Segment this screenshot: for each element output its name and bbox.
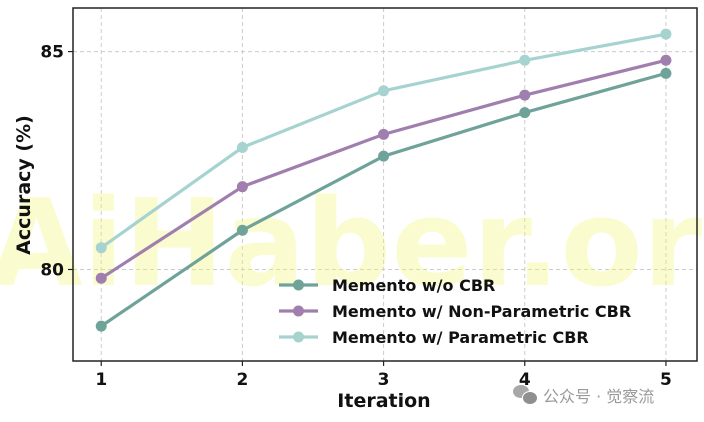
x-tick-label: 1	[95, 370, 107, 390]
legend-marker-icon	[293, 305, 304, 317]
y-tick-label: 85	[40, 43, 64, 63]
data-point-marker	[519, 89, 531, 101]
wechat-source-badge: 公众号 · 觉察流	[513, 383, 654, 407]
legend-label: Memento w/o CBR	[332, 276, 495, 295]
data-point-marker	[95, 272, 107, 284]
series-lines	[95, 28, 672, 332]
watermark-text: AiHaber.org	[0, 175, 704, 314]
data-point-marker	[660, 28, 672, 40]
y-axis-label: Accuracy (%)	[13, 115, 35, 255]
x-tick-label: 3	[378, 370, 390, 390]
data-point-marker	[660, 54, 672, 66]
source-label: 公众号 · 觉察流	[543, 387, 655, 406]
legend: Memento w/o CBR Memento w/ Non-Parametric…	[279, 276, 631, 347]
data-point-marker	[236, 224, 248, 236]
data-point-marker	[95, 320, 107, 332]
data-point-marker	[378, 128, 390, 140]
legend-label: Memento w/ Parametric CBR	[332, 328, 589, 347]
legend-label: Memento w/ Non-Parametric CBR	[332, 302, 631, 321]
data-point-marker	[378, 150, 390, 162]
data-point-marker	[236, 181, 248, 193]
legend-item: Memento w/ Non-Parametric CBR	[279, 302, 631, 321]
grid-lines	[73, 8, 697, 361]
legend-marker-icon	[293, 279, 304, 291]
x-tick-label: 2	[236, 370, 248, 390]
x-axis-label: Iteration	[337, 390, 430, 412]
legend-item: Memento w/o CBR	[279, 276, 495, 295]
data-point-marker	[660, 67, 672, 79]
x-tick-label: 5	[660, 370, 672, 390]
y-tick-label: 80	[40, 260, 64, 280]
legend-item: Memento w/ Parametric CBR	[279, 328, 589, 347]
series-line	[95, 54, 672, 284]
plot-frame	[72, 7, 698, 362]
wechat-icon	[513, 385, 538, 405]
series-line	[95, 67, 672, 332]
series-line	[95, 28, 672, 254]
data-point-marker	[519, 54, 531, 66]
y-axis-ticks: 80 85	[40, 43, 73, 280]
data-point-marker	[236, 141, 248, 153]
data-point-marker	[95, 242, 107, 254]
data-point-marker	[378, 85, 390, 97]
data-point-marker	[519, 107, 531, 119]
legend-marker-icon	[293, 331, 304, 343]
